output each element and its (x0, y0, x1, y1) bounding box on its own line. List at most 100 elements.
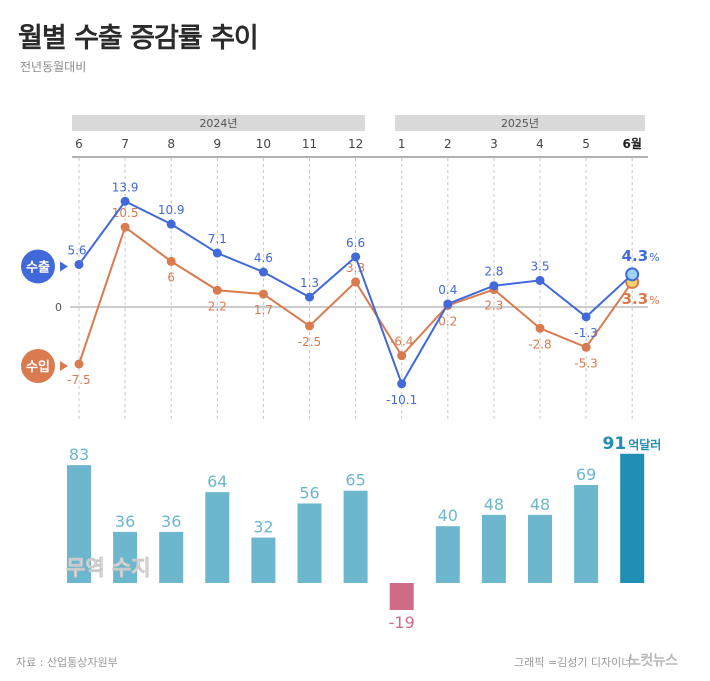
balance-bar (343, 490, 368, 583)
year-label: 2025년 (501, 117, 539, 130)
export-point (489, 281, 499, 291)
import-latest-label: 3.3 (622, 290, 649, 308)
balance-data-label: 65 (345, 471, 365, 490)
export-legend-badge (21, 249, 55, 284)
import-data-label: -2.5 (298, 335, 321, 349)
balance-bar (67, 465, 91, 583)
import-data-label: -6.4 (390, 335, 413, 349)
year-band (395, 115, 645, 131)
month-tick-label: 7 (121, 137, 129, 151)
export-point (305, 292, 314, 302)
source-note: 자료 : 산업통상자원부 (16, 656, 118, 669)
import-point (351, 277, 361, 287)
balance-data-label: 69 (576, 465, 596, 484)
zero-label: 0 (55, 301, 62, 314)
import-data-label: -7.5 (67, 373, 90, 387)
export-point (212, 248, 222, 258)
month-tick-label: 1 (398, 137, 406, 151)
export-data-label: 0.4 (438, 283, 457, 297)
balance-data-label: 32 (253, 518, 273, 537)
import-data-label: 2.3 (484, 299, 503, 313)
month-tick-label: 6 (75, 137, 83, 151)
import-point (212, 285, 222, 295)
export-legend-arrow (60, 261, 68, 272)
import-point (397, 351, 407, 361)
export-latest-point (625, 267, 640, 282)
balance-data-label: 56 (299, 483, 319, 502)
balance-latest-unit: 억달러 (628, 437, 661, 452)
month-tick-label: 3 (490, 137, 498, 151)
export-point (120, 196, 130, 206)
export-data-label: 5.6 (67, 243, 86, 257)
month-tick-label: 12 (348, 137, 363, 151)
balance-bar (113, 531, 138, 583)
month-tick-label: 2 (444, 137, 452, 151)
balance-bar (481, 514, 506, 583)
brand-logo: 노컷뉴스 (628, 653, 678, 669)
import-point (535, 323, 545, 333)
export-data-label: -10.1 (386, 393, 417, 407)
export-point (74, 259, 84, 269)
export-data-label: 2.8 (484, 265, 503, 279)
import-point (305, 321, 314, 331)
balance-bar (205, 492, 230, 583)
month-tick-label: 6월 (623, 136, 642, 151)
year-label: 2024년 (199, 117, 237, 130)
export-point (166, 219, 176, 229)
export-point (581, 312, 591, 322)
balance-bar (620, 453, 645, 583)
export-data-label: -1.3 (574, 326, 597, 340)
page-title: 월별 수출 증감률 추이 (18, 23, 259, 54)
export-latest-unit: % (649, 251, 659, 264)
import-point (74, 359, 84, 369)
balance-bar (389, 583, 414, 610)
balance-bar (251, 537, 276, 583)
balance-bar (435, 526, 460, 583)
month-tick-label: 5 (582, 137, 590, 151)
month-tick-label: 11 (302, 137, 317, 151)
export-point (351, 252, 361, 262)
import-point (258, 289, 268, 299)
month-tick-label: 4 (536, 137, 544, 151)
balance-data-label: 36 (161, 512, 181, 531)
balance-data-label: 36 (115, 512, 135, 531)
export-data-label: 6.6 (346, 236, 365, 250)
import-data-label: 2.2 (208, 299, 227, 313)
import-data-label: -5.3 (574, 356, 597, 370)
balance-bar (574, 485, 599, 583)
export-data-label: 4.6 (254, 251, 273, 265)
import-data-label: 0.2 (438, 314, 457, 328)
export-point (443, 299, 453, 309)
export-point (535, 275, 545, 285)
export-point (397, 379, 407, 389)
import-point (166, 256, 176, 266)
import-data-label: 1.7 (254, 303, 273, 317)
export-legend-label: 수출 (26, 259, 50, 275)
export-data-label: 10.9 (158, 203, 185, 217)
balance-bar (159, 531, 184, 583)
graphic-credit: 그래픽 =김성기 디자이너 (514, 656, 632, 669)
balance-title: 무역 수지 (66, 556, 151, 580)
month-tick-label: 9 (213, 137, 221, 151)
year-band (72, 115, 365, 131)
import-legend-badge (21, 349, 55, 383)
import-data-label: -2.8 (528, 337, 551, 351)
export-latest-label: 4.3 (622, 247, 649, 265)
import-data-label: 6 (167, 270, 175, 284)
balance-data-label: 91 (603, 434, 627, 454)
balance-data-label: 64 (207, 472, 227, 491)
export-data-label: 3.5 (530, 259, 549, 273)
import-legend-arrow (60, 361, 68, 371)
import-latest-unit: % (649, 294, 659, 307)
balance-bar (297, 503, 322, 583)
balance-data-label: 83 (69, 445, 89, 464)
import-point (581, 342, 591, 352)
import-point (120, 222, 130, 232)
month-tick-label: 10 (256, 137, 271, 151)
balance-data-label: 48 (484, 495, 504, 514)
balance-data-label: 48 (530, 495, 550, 514)
export-data-label: 13.9 (112, 180, 139, 194)
import-legend-label: 수입 (26, 360, 50, 375)
page-subtitle: 전년동월대비 (20, 60, 87, 74)
